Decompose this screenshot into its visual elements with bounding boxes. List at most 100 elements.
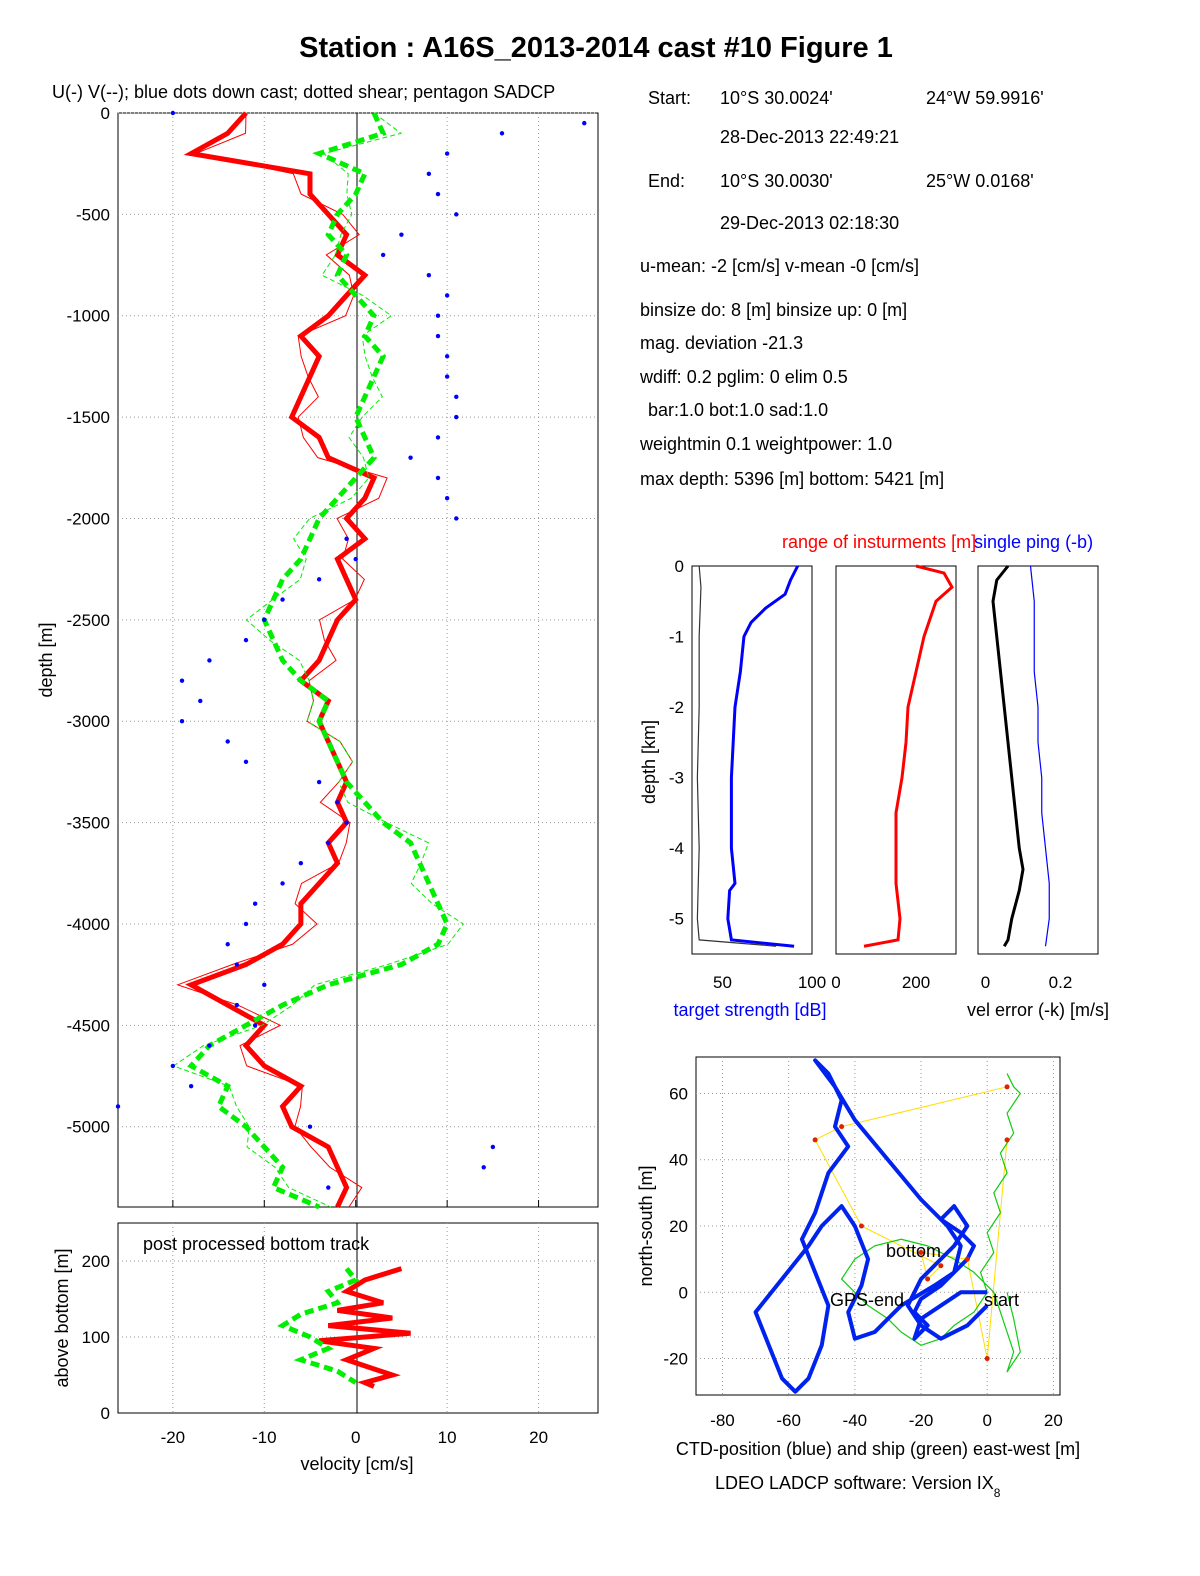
bottom-track-v-line — [277, 1267, 360, 1385]
position-x-tick-label: -80 — [710, 1411, 735, 1430]
target-strength-y-tick-label: -4 — [669, 839, 684, 858]
gps-link-marker — [984, 1356, 990, 1362]
position-x-tick-label: -20 — [909, 1411, 934, 1430]
velocity-y-tick-label: -1500 — [67, 408, 110, 427]
sadcp-point — [454, 414, 459, 420]
target-strength-x-tick-label: 50 — [713, 973, 732, 992]
target-strength-y-tick-label: -2 — [669, 698, 684, 717]
range-x-tick-label: 0 — [831, 973, 840, 992]
bottom-track-u-line — [318, 1266, 411, 1389]
sadcp-point — [207, 658, 212, 663]
sadcp-point — [444, 354, 450, 359]
sadcp-point — [435, 333, 441, 339]
gps-link-marker — [918, 1250, 924, 1256]
velocity-error-series-line — [991, 565, 1025, 948]
sadcp-point — [444, 374, 450, 379]
sadcp-point — [326, 1185, 331, 1190]
sadcp-point — [344, 820, 349, 825]
ship-track-line — [840, 1073, 1021, 1373]
start-label: Start: — [648, 88, 691, 108]
sadcp-point — [481, 1165, 486, 1170]
weight-info: weightmin 0.1 weightpower: 1.0 — [639, 434, 892, 454]
software-version: LDEO LADCP software: Version IX8 — [715, 1473, 1001, 1500]
bottom-track-x-tick-label: 10 — [438, 1428, 457, 1447]
sadcp-point — [298, 860, 304, 866]
sadcp-point — [243, 759, 249, 764]
position-x-tick-label: -60 — [776, 1411, 801, 1430]
velocity-y-tick-label: -5000 — [67, 1118, 110, 1137]
target-strength-plot: 0 -1 -2 -3 -4 -5 50 100 target strength [dB] d… — [639, 557, 827, 1020]
velocity-error-x-tick-label: 0 — [981, 973, 990, 992]
bottom-track-y-tick-label: 100 — [82, 1328, 110, 1347]
target-strength-y-tick-label: -5 — [669, 910, 684, 929]
gps-link-marker — [964, 1256, 970, 1262]
sadcp-point — [170, 110, 176, 116]
sadcp-point — [188, 1083, 194, 1089]
sadcp-point — [408, 455, 413, 460]
bottom-track-plot: -20 -10 0 10 20 0 100 200 post processed botto… — [52, 1222, 599, 1474]
target-strength-x-tick-label: 100 — [798, 973, 826, 992]
velocity-y-tick-label: -1000 — [67, 307, 110, 326]
bottom-track-title: post processed bottom track — [143, 1234, 370, 1254]
range-frame — [835, 565, 957, 955]
figure-title: Station : A16S_2013-2014 cast #10 Figure… — [299, 32, 893, 64]
target-strength-y-tick-label: 0 — [675, 557, 684, 576]
bottom-track-frame — [117, 1222, 599, 1414]
sadcp-point — [234, 1002, 240, 1008]
sadcp-point — [262, 617, 267, 623]
range-x-tick-label: 200 — [902, 973, 930, 992]
velocity-y-tick-label: -4000 — [67, 915, 110, 934]
sadcp-point — [170, 1063, 176, 1069]
cast-info-block: Start: 10°S 30.0024' 24°W 59.9916' 28-De… — [639, 88, 1044, 489]
depth-info: max depth: 5396 [m] bottom: 5421 [m] — [640, 469, 944, 489]
sadcp-point — [353, 556, 358, 562]
velocity-y-tick-label: -500 — [76, 205, 110, 224]
software-version-main: LDEO LADCP software: Version IX — [715, 1473, 994, 1493]
target-strength-series-line — [696, 565, 777, 947]
sadcp-point — [326, 840, 331, 846]
sadcp-point — [179, 678, 185, 683]
position-x-tick-label: 0 — [982, 1411, 991, 1430]
binsize-info: binsize do: 8 [m] binsize up: 0 [m] — [640, 300, 907, 320]
sadcp-point — [454, 394, 459, 400]
u-velocity-line — [183, 111, 378, 1209]
sadcp-point — [444, 293, 450, 298]
sadcp-point — [198, 698, 203, 704]
bottom-track-x-tick-label: 0 — [351, 1428, 360, 1447]
sadcp-point — [399, 232, 404, 237]
position-label-start: start — [984, 1290, 1019, 1310]
sadcp-point — [252, 1023, 258, 1028]
sadcp-point — [499, 131, 505, 136]
start-time: 28-Dec-2013 22:49:21 — [720, 127, 899, 147]
target-strength-y-tick-label: -1 — [669, 628, 684, 647]
wdiff-info: wdiff: 0.2 pglim: 0 elim 0.5 — [639, 367, 848, 387]
mag-deviation: mag. deviation -21.3 — [640, 333, 803, 353]
position-y-tick-label: -20 — [663, 1350, 688, 1369]
bottom-track-xlabel: velocity [cm/s] — [300, 1454, 413, 1474]
velocity-error-frame — [977, 565, 1099, 955]
end-longitude: 25°W 0.0168' — [926, 171, 1034, 191]
gps-link-marker — [812, 1137, 818, 1143]
v-raw-line — [172, 112, 465, 1208]
gps-link-line — [814, 1086, 1008, 1360]
sadcp-point — [435, 475, 441, 481]
position-ylabel: north-south [m] — [636, 1165, 656, 1286]
sadcp-point — [435, 313, 441, 318]
sadcp-point — [243, 921, 249, 927]
sadcp-point — [426, 272, 432, 278]
sadcp-point — [380, 252, 386, 258]
velocity-error-plot: 0 0.2 single ping (-b) vel error (-k) [m/… — [967, 532, 1109, 1020]
bottom-track-y-tick-label: 0 — [101, 1404, 110, 1423]
sadcp-point — [234, 962, 240, 967]
sadcp-point — [280, 597, 285, 602]
end-time: 29-Dec-2013 02:18:30 — [720, 213, 899, 233]
sadcp-point — [225, 942, 230, 947]
velocity-error-series-line — [1029, 565, 1050, 947]
position-y-tick-label: 40 — [669, 1151, 688, 1170]
sadcp-point — [454, 212, 459, 217]
mean-velocities: u-mean: -2 [cm/s] v-mean -0 [cm/s] — [640, 256, 919, 276]
sadcp-point — [335, 800, 340, 805]
position-label-bottom: bottom — [886, 1241, 941, 1261]
